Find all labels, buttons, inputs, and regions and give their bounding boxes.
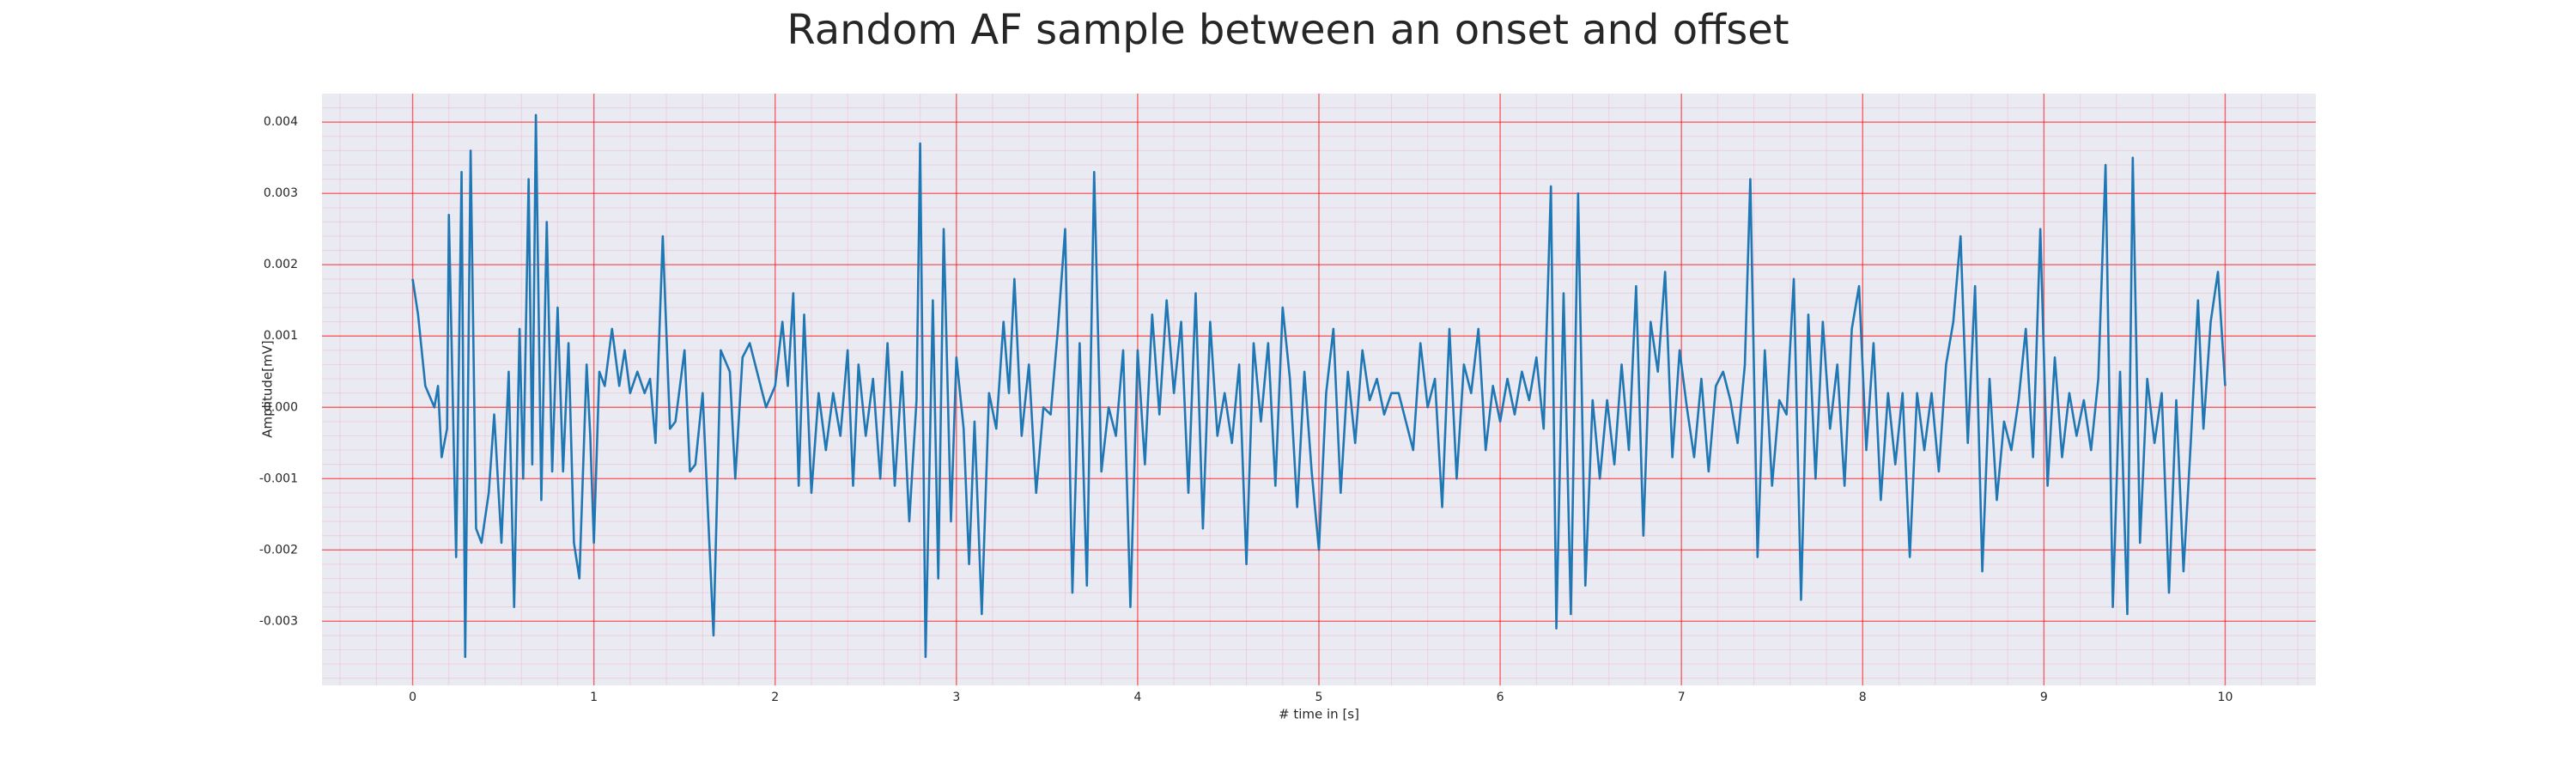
x-tick-label: 8	[1859, 691, 1867, 704]
y-tick-label: -0.001	[259, 472, 298, 485]
x-tick-label: 7	[1678, 691, 1686, 704]
y-tick-label: 0.001	[264, 329, 298, 343]
y-tick-label: -0.002	[259, 543, 298, 557]
chart-title: Random AF sample between an onset and of…	[787, 6, 1789, 54]
y-tick-label: 0.004	[264, 115, 298, 129]
x-tick-label: 4	[1133, 691, 1141, 704]
y-tick-label: 0.003	[264, 186, 298, 200]
x-tick-label: 1	[590, 691, 598, 704]
x-tick-label: 0	[409, 691, 416, 704]
line-series	[411, 113, 2227, 659]
grid	[322, 94, 2316, 685]
x-tick-label: 2	[771, 691, 779, 704]
x-tick-label: 6	[1497, 691, 1504, 704]
x-tick-label: 5	[1315, 691, 1323, 704]
y-tick-label: 0.002	[264, 258, 298, 271]
y-tick-label: -0.003	[259, 614, 298, 628]
x-tick-label: 10	[2218, 691, 2233, 704]
x-tick-label: 3	[952, 691, 960, 704]
x-axis-label: # time in [s]	[1279, 707, 1359, 722]
y-axis-label: Amplitude[mV]	[260, 340, 276, 437]
y-tick-label: 0.000	[264, 400, 298, 414]
x-tick-label: 9	[2040, 691, 2048, 704]
